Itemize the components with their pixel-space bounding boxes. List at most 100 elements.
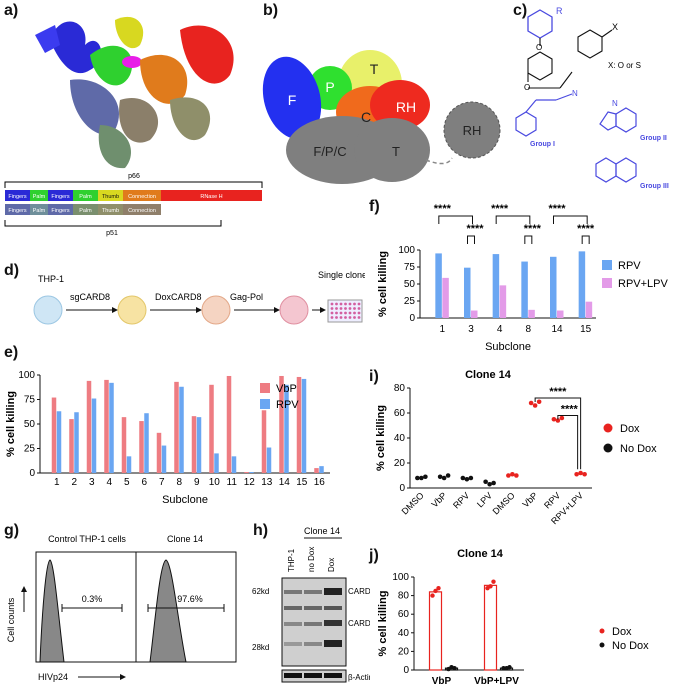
fingers-shape bbox=[262, 56, 322, 140]
x-tick-label: 11 bbox=[227, 477, 238, 488]
y-tick-label: 20 bbox=[394, 458, 406, 469]
point-dox bbox=[574, 471, 579, 477]
panel-label-b: b) bbox=[263, 2, 279, 19]
p66-domain-label: Fingers bbox=[8, 194, 27, 200]
y-tick-label: 0 bbox=[29, 468, 35, 479]
p66-domain-label: Palm bbox=[33, 194, 46, 200]
p66-domain-label: Fingers bbox=[51, 194, 70, 200]
p51-domain-label: Thumb bbox=[102, 208, 119, 214]
p51-label: p51 bbox=[106, 230, 118, 237]
bar-rpv bbox=[196, 417, 202, 473]
plate-well bbox=[344, 302, 347, 306]
indolizine-n: N bbox=[612, 99, 618, 108]
point-dox bbox=[582, 471, 587, 477]
cell-sgcard8 bbox=[117, 295, 147, 325]
y-tick-label: 60 bbox=[398, 609, 410, 620]
step-thp1-label: THP-1 bbox=[38, 274, 64, 284]
legend-marker bbox=[599, 642, 605, 648]
bar-rpv bbox=[214, 453, 219, 473]
step-sgcard8-label: sgCARD8 bbox=[70, 292, 110, 302]
point-dox bbox=[536, 399, 542, 405]
legend-label: Dox bbox=[620, 423, 640, 435]
plate-well bbox=[335, 302, 338, 306]
y-tick-label: 40 bbox=[394, 433, 406, 444]
legend-marker bbox=[603, 423, 613, 433]
point-nodox bbox=[483, 479, 488, 485]
bar-rpv bbox=[464, 267, 471, 318]
legend-swatch bbox=[602, 260, 612, 270]
significance-bracket bbox=[581, 235, 590, 244]
bar-rpv-lpv bbox=[471, 310, 478, 318]
p66-domain bbox=[98, 190, 123, 201]
point-nodox bbox=[441, 475, 447, 481]
bar-vbp bbox=[86, 380, 92, 473]
x-axis-label: Subclone bbox=[162, 494, 208, 506]
p66-domain bbox=[30, 190, 48, 201]
p66-domain-label: Thumb bbox=[102, 194, 119, 200]
p51-domain bbox=[5, 204, 30, 215]
x-tick-label: VbP bbox=[520, 490, 539, 509]
plate-well bbox=[357, 307, 361, 310]
bar-rpv bbox=[301, 378, 307, 473]
plate-well bbox=[353, 302, 356, 306]
label-P: P bbox=[325, 79, 334, 95]
bar-vbp bbox=[156, 432, 162, 473]
legend-swatch bbox=[602, 278, 612, 288]
label-RH: RH bbox=[396, 99, 416, 115]
bar-vbp bbox=[296, 376, 302, 473]
y-axis-label: % cell killing bbox=[5, 391, 17, 457]
y-tick-label: 0 bbox=[399, 483, 405, 494]
y-axis-label: % cell killing bbox=[377, 590, 389, 656]
point-dox bbox=[514, 473, 519, 478]
label-RH2: RH bbox=[463, 123, 482, 138]
g-right-histogram bbox=[149, 559, 187, 663]
y-tick-label: 20 bbox=[398, 646, 410, 657]
x-atom: X bbox=[612, 22, 618, 32]
western-blot: Clone 14 THP-1 no Dox Dox 62kd 28kd CARD… bbox=[252, 526, 370, 683]
plate-well bbox=[330, 307, 334, 310]
point-dox bbox=[578, 470, 583, 476]
legend-swatch bbox=[260, 399, 270, 409]
point-nodox bbox=[460, 475, 466, 481]
p66-domain-label: Connection bbox=[128, 194, 156, 200]
y-tick-label: 40 bbox=[398, 628, 410, 639]
bar-vbp bbox=[244, 472, 249, 473]
plate-well bbox=[344, 316, 347, 319]
chart-title: Clone 14 bbox=[465, 369, 512, 381]
bar-vbp bbox=[226, 375, 232, 473]
bar-rpv bbox=[319, 466, 324, 473]
bar-rpv-lpv bbox=[442, 277, 449, 318]
significance-stars: **** bbox=[466, 223, 484, 235]
p66-domain-label: RNase H bbox=[200, 194, 222, 200]
p51-domain bbox=[48, 204, 73, 215]
x-tick-label: 15 bbox=[296, 477, 308, 488]
y-tick-label: 0 bbox=[409, 313, 415, 324]
significance-bracket bbox=[553, 215, 588, 224]
panel-label-g: g) bbox=[4, 522, 20, 539]
p51-domain-label: Fingers bbox=[8, 208, 27, 214]
point-dox bbox=[555, 418, 561, 423]
plate-well bbox=[353, 307, 356, 310]
point-nodox bbox=[491, 480, 496, 486]
plate-well bbox=[335, 311, 338, 315]
rnaseh-shape bbox=[370, 80, 430, 130]
bar-dox bbox=[428, 591, 443, 671]
g-right-title: Clone 14 bbox=[167, 534, 203, 544]
plate-well bbox=[348, 316, 352, 319]
plate-well bbox=[330, 302, 334, 306]
legend-label: RPV bbox=[618, 260, 641, 272]
significance-stars: **** bbox=[577, 223, 595, 235]
y-axis-label: % cell killing bbox=[375, 405, 387, 471]
x-tick-label: 15 bbox=[580, 324, 592, 335]
group-2-label: Group II bbox=[640, 135, 667, 142]
point-dox bbox=[506, 473, 511, 478]
bar-rpv-lpv bbox=[528, 309, 535, 318]
y-tick-label: 50 bbox=[404, 279, 416, 290]
flow-histograms: Control THP-1 cells Clone 14 0.3% 97.6% … bbox=[6, 534, 237, 682]
panel-label-d: d) bbox=[4, 262, 20, 279]
bar-rpv bbox=[578, 251, 586, 318]
bar-vbp bbox=[261, 410, 267, 473]
y-tick-label: 50 bbox=[24, 419, 36, 430]
legend-label: RPV+LPV bbox=[618, 278, 668, 290]
plate-well bbox=[357, 311, 361, 315]
